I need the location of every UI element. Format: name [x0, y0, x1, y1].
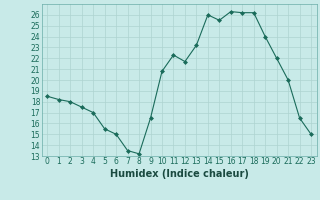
X-axis label: Humidex (Indice chaleur): Humidex (Indice chaleur) [110, 169, 249, 179]
